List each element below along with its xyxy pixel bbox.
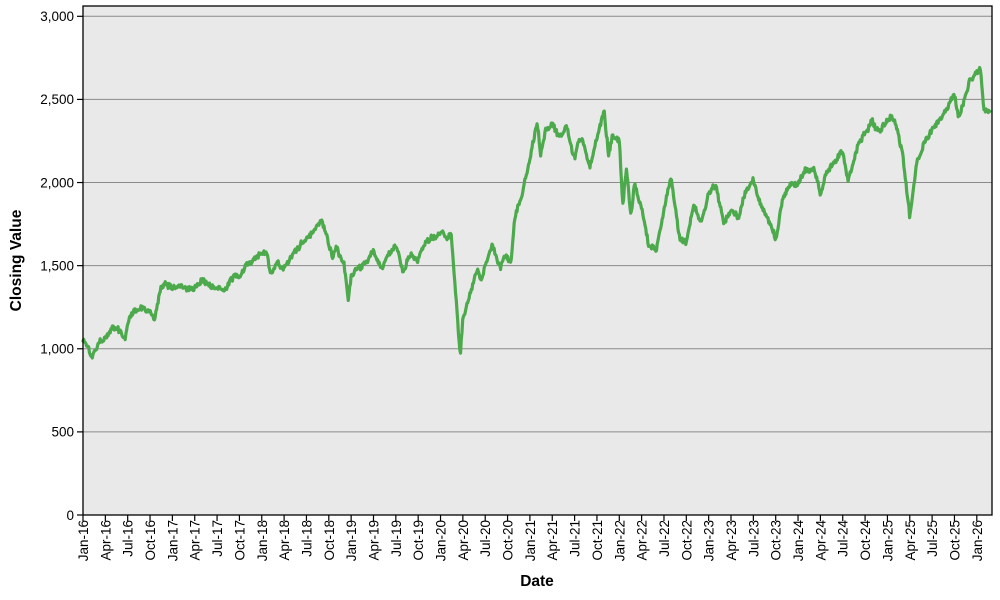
x-tick-label: Oct-22 (679, 520, 694, 561)
x-tick-label: Jan-21 (523, 520, 538, 561)
x-tick-label: Oct-17 (232, 520, 247, 561)
x-tick-label: Apr-18 (277, 520, 292, 561)
x-tick-label: Oct-19 (411, 520, 426, 561)
x-tick-label: Apr-24 (813, 520, 828, 561)
x-tick-label: Apr-17 (188, 520, 203, 561)
gridlines (83, 15, 992, 433)
x-tick-label: Jul-20 (478, 520, 493, 557)
x-tick-label: Apr-25 (903, 520, 918, 561)
y-axis-tick-labels: 0 500 1,000 1,500 2,000 2,500 3,000 (40, 9, 74, 523)
x-tick-label: Jul-22 (657, 520, 672, 557)
y-tick-label: 3,000 (40, 9, 74, 24)
x-tick-label: Oct-23 (769, 520, 784, 561)
x-tick-label: Jan-25 (880, 520, 895, 561)
x-tick-label: Jul-18 (300, 520, 315, 557)
x-tick-label: Jul-21 (568, 520, 583, 557)
series-line (81, 65, 992, 360)
plot-border (82, 5, 993, 516)
x-tick-label: Apr-19 (367, 520, 382, 561)
x-tick-label: Jan-22 (612, 520, 627, 561)
x-tick-label: Jul-19 (389, 520, 404, 557)
x-tick-label: Oct-24 (858, 520, 873, 561)
x-tick-label: Jan-24 (791, 520, 806, 562)
x-tick-label: Oct-25 (948, 520, 963, 561)
x-tick-label: Jan-19 (344, 520, 359, 561)
x-tick-label: Oct-18 (322, 520, 337, 561)
y-tick-label: 1,500 (40, 258, 74, 273)
x-tick-label: Apr-16 (98, 520, 113, 561)
x-tick-label: Jul-24 (836, 520, 851, 557)
x-tick-label: Jan-20 (434, 520, 449, 561)
x-tick-label: Jul-17 (210, 520, 225, 557)
y-axis-ticks (77, 15, 83, 516)
x-tick-label: Oct-16 (143, 520, 158, 561)
x-tick-label: Apr-21 (545, 520, 560, 561)
y-tick-label: 0 (66, 508, 74, 523)
x-tick-label: Jan-17 (165, 520, 180, 561)
y-tick-label: 2,000 (40, 175, 74, 190)
plot-area (83, 6, 992, 515)
x-axis-ticks (82, 515, 978, 521)
x-axis-tick-labels: Jan-16 Apr-16 Jul-16 Oct-16 Jan-17 Apr-17 Jul-… (76, 520, 985, 562)
x-axis-title: Date (520, 573, 554, 590)
x-tick-label: Oct-20 (501, 520, 516, 561)
x-tick-label: Jan-18 (255, 520, 270, 561)
y-tick-label: 1,000 (40, 342, 74, 357)
y-axis-title: Closing Value (8, 209, 25, 311)
x-tick-label: Jul-25 (925, 520, 940, 557)
x-tick-label: Apr-22 (635, 520, 650, 561)
y-tick-label: 2,500 (40, 92, 74, 107)
x-tick-label: Apr-20 (456, 520, 471, 561)
x-tick-label: Apr-23 (724, 520, 739, 561)
x-tick-label: Jan-26 (970, 520, 985, 561)
x-tick-label: Jul-23 (746, 520, 761, 557)
x-tick-label: Oct-21 (590, 520, 605, 561)
x-tick-label: Jan-23 (702, 520, 717, 561)
x-tick-label: Jul-16 (121, 520, 136, 557)
y-tick-label: 500 (51, 425, 74, 440)
x-tick-label: Jan-16 (76, 520, 91, 561)
